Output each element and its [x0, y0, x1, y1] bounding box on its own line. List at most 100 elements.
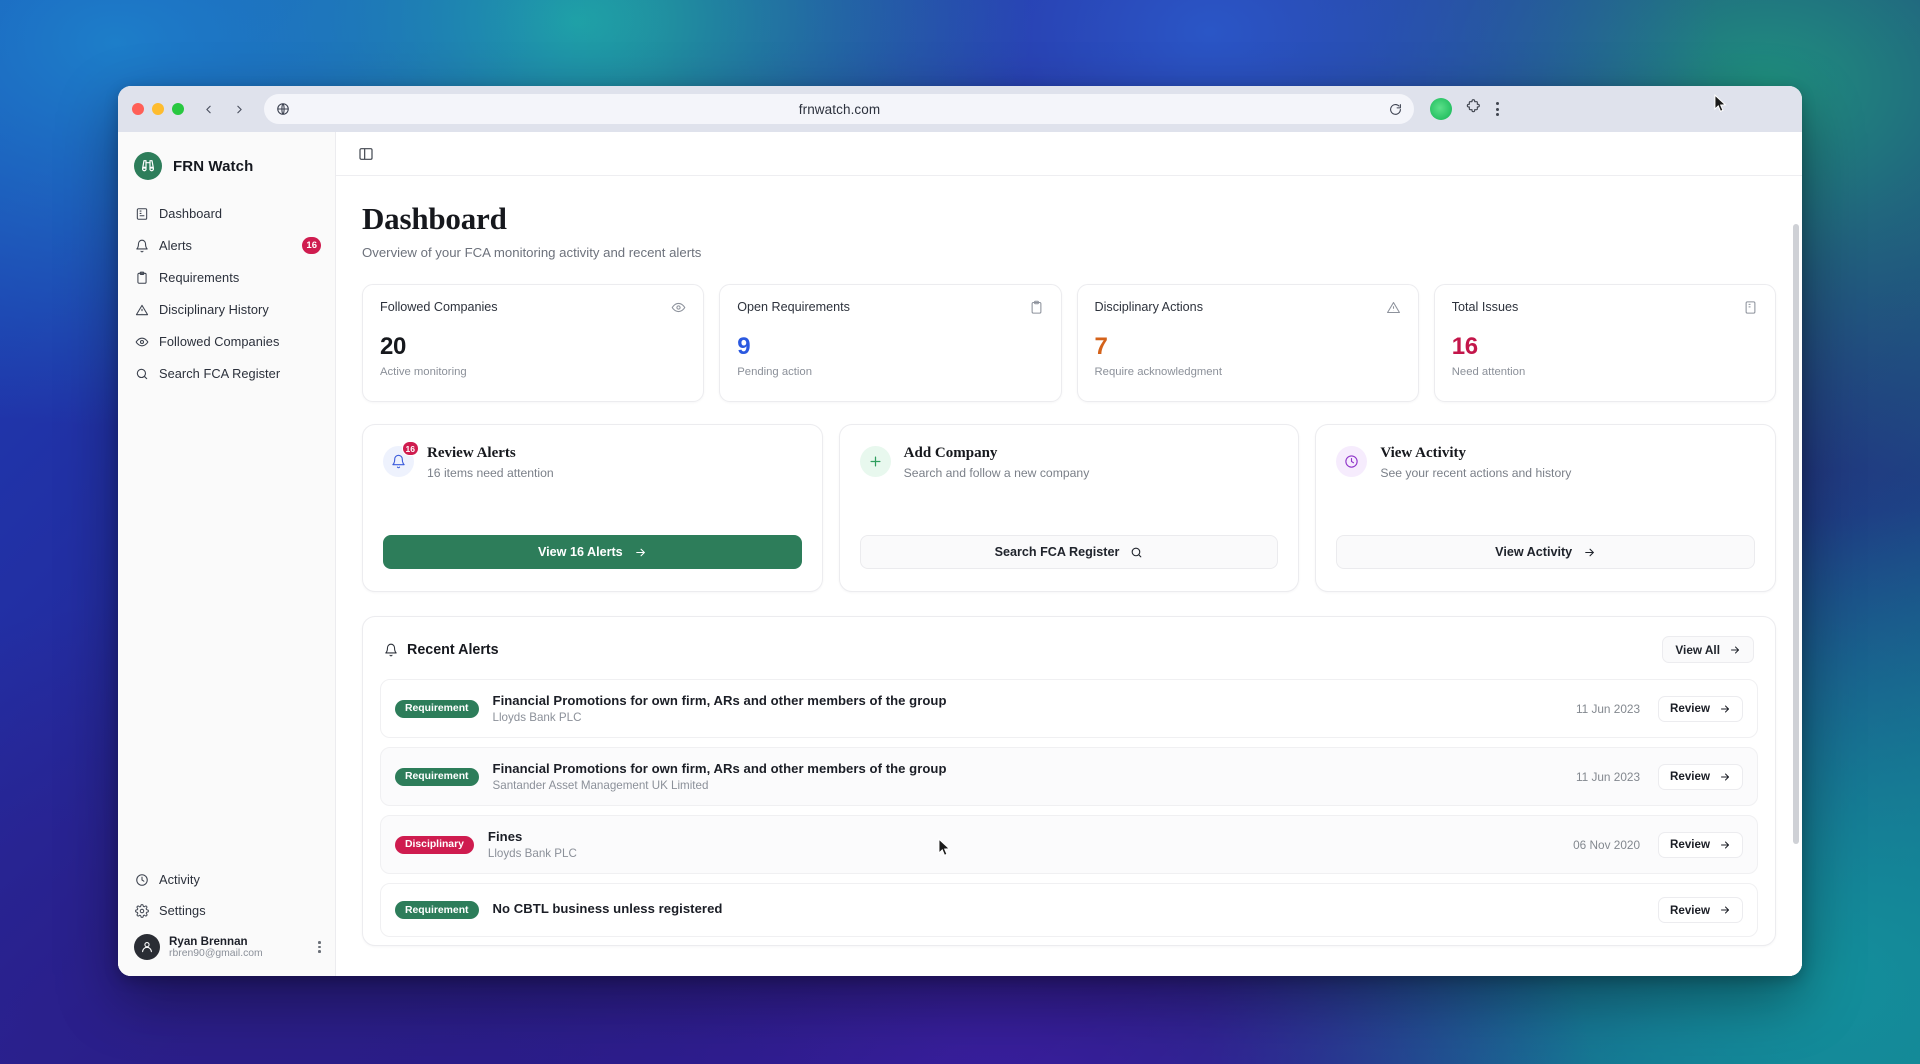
sidebar-item-followed-companies[interactable]: Followed Companies [126, 326, 327, 357]
stat-card-total-issues[interactable]: Total Issues 16 Need attention [1433, 284, 1776, 403]
forward-button[interactable] [233, 103, 246, 116]
stat-card-followed-companies[interactable]: Followed Companies 20 Active monitoring [362, 284, 705, 403]
puzzle-icon[interactable] [1466, 98, 1482, 120]
action-card-title: View Activity [1380, 445, 1466, 462]
action-card-text: Review Alerts 16 items need attention [427, 445, 554, 480]
sidebar-item-search-fca-register[interactable]: Search FCA Register [126, 358, 327, 389]
bell-icon [134, 238, 149, 253]
alerts-count-badge: 16 [302, 237, 321, 254]
clipboard-icon [1029, 300, 1044, 315]
arrow-right-icon [1721, 773, 1729, 781]
book-icon [1743, 300, 1758, 315]
extension-active-icon[interactable] [1430, 98, 1452, 120]
browser-window: frnwatch.com [118, 86, 1802, 976]
user-menu-icon[interactable] [318, 941, 321, 953]
sidebar-item-label: Dashboard [159, 206, 223, 221]
minimize-window-button[interactable] [152, 103, 164, 115]
content-scrollbar[interactable] [1793, 224, 1799, 844]
stat-card-disciplinary-actions[interactable]: Disciplinary Actions 7 Require acknowled… [1076, 284, 1419, 403]
sidebar-item-label: Disciplinary History [159, 302, 269, 317]
sidebar-item-label: Settings [159, 903, 206, 918]
stat-card-title: Disciplinary Actions [1094, 300, 1204, 315]
view-alerts-button[interactable]: View 16 Alerts [383, 535, 802, 570]
stat-card-title: Open Requirements [737, 300, 850, 315]
action-card-desc: Search and follow a new company [903, 466, 1090, 481]
address-bar-url: frnwatch.com [798, 101, 881, 117]
bell-icon [384, 643, 398, 657]
back-button[interactable] [202, 103, 215, 116]
review-alerts-badge: 16 [401, 441, 419, 457]
review-button-label: Review [1670, 770, 1710, 784]
search-fca-register-button-label: Search FCA Register [994, 545, 1120, 560]
view-all-button[interactable]: View All [1662, 636, 1754, 664]
stat-card-value: 9 [737, 333, 751, 361]
content-scroll-area[interactable]: Dashboard Overview of your FCA monitorin… [336, 176, 1802, 976]
table-row[interactable]: Requirement No CBTL business unless regi… [380, 883, 1758, 938]
stat-card-value: 20 [380, 333, 407, 361]
status-badge: Requirement [395, 699, 479, 718]
table-row[interactable]: Disciplinary Fines Lloyds Bank PLC 06 No… [380, 815, 1758, 875]
user-name: Ryan Brennan [169, 935, 248, 948]
status-badge: Disciplinary [395, 835, 474, 854]
arrow-right-icon [1721, 906, 1729, 914]
action-card-desc: See your recent actions and history [1380, 466, 1572, 481]
stat-card-title: Followed Companies [380, 300, 498, 315]
stat-card-header: Disciplinary Actions [1095, 300, 1401, 315]
stat-card-open-requirements[interactable]: Open Requirements 9 Pending action [719, 284, 1062, 403]
action-card-header: Add Company Search and follow a new comp… [859, 445, 1279, 481]
arrow-right-icon [1585, 548, 1594, 556]
page-subtitle: Overview of your FCA monitoring activity… [362, 245, 702, 261]
close-window-button[interactable] [132, 103, 144, 115]
search-icon [134, 366, 149, 381]
sidebar-item-dashboard[interactable]: Dashboard [126, 198, 327, 229]
app-brand[interactable]: FRN Watch [118, 146, 335, 198]
search-icon [1132, 547, 1142, 557]
reload-icon[interactable] [1389, 103, 1402, 116]
action-card-text: View Activity See your recent actions an… [1380, 445, 1571, 480]
alert-row-title: Fines [487, 829, 523, 845]
address-bar[interactable]: frnwatch.com [264, 94, 1414, 124]
stat-card-header: Total Issues [1452, 300, 1758, 315]
sidebar-item-alerts[interactable]: Alerts 16 [126, 230, 327, 261]
sidebar-item-label: Requirements [159, 270, 240, 285]
content-topbar [336, 132, 1802, 176]
search-fca-register-button[interactable]: Search FCA Register [859, 535, 1279, 570]
alert-triangle-icon [1386, 300, 1401, 315]
eye-icon [134, 334, 149, 349]
action-card-title: Add Company [903, 445, 998, 462]
alert-row-main: Financial Promotions for own firm, ARs a… [493, 693, 1562, 724]
table-row[interactable]: Requirement Financial Promotions for own… [380, 679, 1758, 739]
browser-actions [1430, 98, 1499, 120]
alert-row-date: 11 Jun 2023 [1575, 769, 1641, 784]
review-button-label: Review [1670, 838, 1710, 852]
maximize-window-button[interactable] [172, 103, 184, 115]
browser-menu-icon[interactable] [1496, 102, 1499, 116]
review-button[interactable]: Review [1658, 763, 1743, 790]
sidebar-item-activity[interactable]: Activity [126, 864, 327, 895]
sidebar-item-requirements[interactable]: Requirements [126, 262, 327, 293]
review-button[interactable]: Review [1658, 695, 1743, 722]
alert-row-company: Santander Asset Management UK Limited [492, 779, 709, 793]
layout-dashboard-icon [134, 206, 149, 221]
clock-icon [134, 872, 149, 887]
sidebar-item-settings[interactable]: Settings [126, 895, 327, 926]
bell-icon: 16 [383, 441, 419, 478]
sidebar-item-label: Activity [159, 872, 200, 887]
review-button[interactable]: Review [1658, 897, 1743, 924]
action-cards: 16 Review Alerts 16 items need attention… [362, 424, 1776, 593]
alert-row-main: Fines Lloyds Bank PLC [488, 829, 1559, 860]
table-row[interactable]: Requirement Financial Promotions for own… [380, 747, 1758, 807]
user-profile-row[interactable]: Ryan Brennan rbren90@gmail.com [126, 926, 327, 966]
stat-card-note: Pending action [737, 366, 812, 379]
view-activity-button[interactable]: View Activity [1336, 535, 1755, 570]
panel-left-icon[interactable] [358, 146, 374, 162]
review-button[interactable]: Review [1658, 831, 1743, 858]
alert-row-main: Financial Promotions for own firm, ARs a… [493, 761, 1562, 792]
review-button-label: Review [1670, 702, 1710, 716]
gear-icon [134, 903, 149, 918]
browser-navigation [202, 103, 246, 116]
stat-card-value: 7 [1094, 333, 1108, 361]
sidebar-item-disciplinary-history[interactable]: Disciplinary History [126, 294, 327, 325]
view-alerts-button-label: View 16 Alerts [537, 545, 623, 560]
